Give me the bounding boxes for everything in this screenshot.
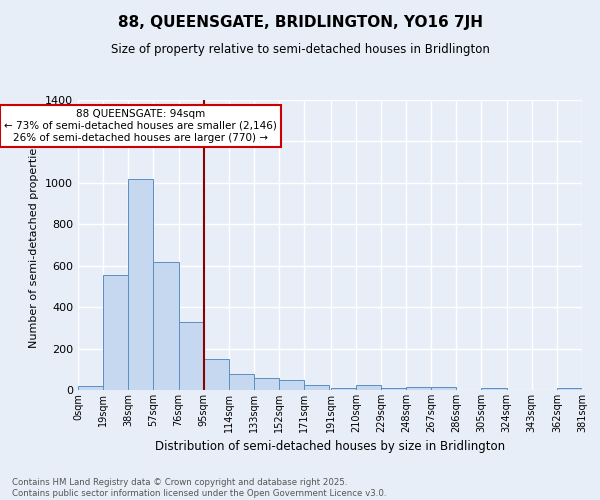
Bar (103, 275, 128, 390)
Bar (381, 388, 406, 390)
Bar (254, 378, 279, 390)
Bar (179, 322, 203, 390)
Text: 88, QUEENSGATE, BRIDLINGTON, YO16 7JH: 88, QUEENSGATE, BRIDLINGTON, YO16 7JH (118, 15, 482, 30)
Bar (406, 387, 431, 390)
Bar (481, 388, 506, 390)
Text: Contains HM Land Registry data © Crown copyright and database right 2025.
Contai: Contains HM Land Registry data © Crown c… (12, 478, 386, 498)
Bar (331, 388, 356, 390)
Bar (279, 380, 304, 390)
Bar (557, 388, 582, 390)
Bar (203, 360, 229, 390)
Bar (304, 385, 329, 390)
Bar (356, 385, 381, 390)
Bar (154, 262, 179, 390)
Y-axis label: Number of semi-detached properties: Number of semi-detached properties (29, 142, 40, 348)
X-axis label: Distribution of semi-detached houses by size in Bridlington: Distribution of semi-detached houses by … (155, 440, 505, 454)
Text: Size of property relative to semi-detached houses in Bridlington: Size of property relative to semi-detach… (110, 42, 490, 56)
Text: 88 QUEENSGATE: 94sqm
← 73% of semi-detached houses are smaller (2,146)
26% of se: 88 QUEENSGATE: 94sqm ← 73% of semi-detac… (4, 110, 277, 142)
Bar (128, 178, 154, 390)
Bar (431, 387, 457, 390)
Bar (229, 374, 254, 390)
Bar (78, 386, 103, 390)
